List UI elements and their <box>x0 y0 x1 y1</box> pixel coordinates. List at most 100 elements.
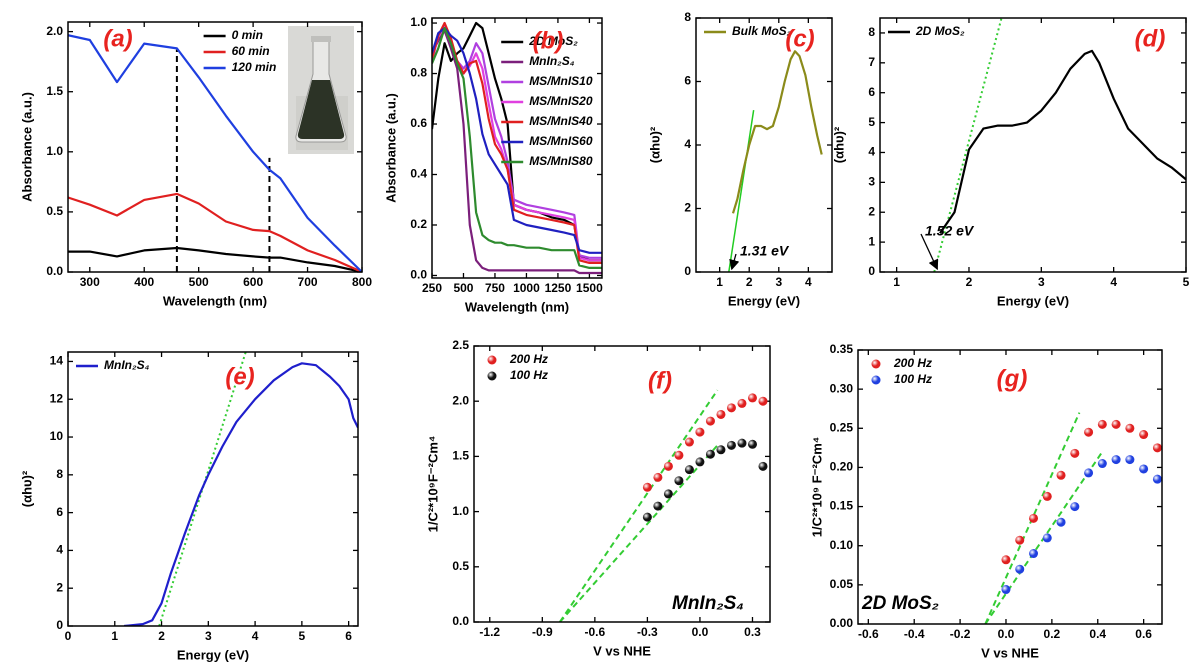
scatter-point <box>705 449 715 459</box>
legend-marker <box>871 375 881 385</box>
x-tick-label: 300 <box>80 275 100 289</box>
y-axis-label: Absorbance (a.u.) <box>383 93 398 203</box>
plot-area <box>123 352 358 626</box>
y-tick-label: 0.5 <box>452 559 469 573</box>
scatter-point <box>1056 517 1066 527</box>
y-tick-label: 6 <box>868 85 875 99</box>
y-tick-label: 1.0 <box>452 504 469 518</box>
panel-label: (b) <box>533 27 564 54</box>
scatter-point <box>737 438 747 448</box>
x-tick-label: 500 <box>189 275 209 289</box>
y-tick-label: 8 <box>684 10 691 24</box>
plot-area <box>558 389 768 622</box>
y-tick-label: 4 <box>868 145 875 159</box>
scatter-point <box>716 445 726 455</box>
x-tick-label: 2 <box>966 275 973 289</box>
legend-label: MnIn₂S₄ <box>104 358 150 372</box>
axes-frame <box>431 17 603 279</box>
panel: 0 2 4 6 8 1 2 3 4 Energy (eV) (αhυ)² Bulk MoS₂(c) 1.… <box>647 10 833 308</box>
legend-marker <box>487 371 497 381</box>
legend-label: 100 Hz <box>894 372 932 386</box>
y-tick-label: 0.0 <box>452 614 469 628</box>
x-tick-label: 2 <box>158 629 165 643</box>
legend-label: 100 Hz <box>510 368 548 382</box>
x-tick-label: 6 <box>345 629 352 643</box>
x-tick-label: 0.0 <box>692 625 709 639</box>
y-tick-label: 2 <box>56 580 63 594</box>
y-tick-label: 0 <box>684 264 691 278</box>
y-tick-label: 0.30 <box>830 381 854 395</box>
x-tick-label: 0 <box>65 629 72 643</box>
y-tick-label: 4 <box>684 137 691 151</box>
x-tick-label: 500 <box>453 281 473 295</box>
axes-frame <box>695 17 833 273</box>
x-tick-label: -0.6 <box>585 625 606 639</box>
scatter-point <box>1015 564 1025 574</box>
axes-frame <box>67 21 363 273</box>
scatter-point <box>726 403 736 413</box>
y-tick-label: 10 <box>50 429 64 443</box>
y-tick-label: 8 <box>868 25 875 39</box>
scatter-point <box>642 512 652 522</box>
series-line <box>432 29 602 275</box>
y-tick-label: 7 <box>868 55 875 69</box>
scatter-point <box>1084 427 1094 437</box>
scatter-point <box>1152 443 1162 453</box>
scatter-point <box>1029 549 1039 559</box>
plot-area <box>984 412 1162 624</box>
y-tick-label: 2.5 <box>452 338 469 352</box>
y-tick-label: 2.0 <box>452 393 469 407</box>
legend-label: 60 min <box>232 44 270 58</box>
scatter-point <box>642 482 652 492</box>
scatter-point <box>684 465 694 475</box>
x-tick-label: 1250 <box>545 281 572 295</box>
scatter-point <box>747 439 757 449</box>
scatter-point <box>653 472 663 482</box>
y-tick-label: 0 <box>56 618 63 632</box>
scatter-point <box>1070 448 1080 458</box>
y-tick-label: 0 <box>868 264 875 278</box>
annotation-arrow <box>729 253 740 271</box>
scatter-point <box>1152 474 1162 484</box>
panel: 0.0 0.2 0.4 0.6 0.8 1.0 250 500 750 1000 1250 1500 W… <box>383 15 603 314</box>
legend-label: 0 min <box>232 28 263 42</box>
x-tick-label: 0.4 <box>1089 627 1106 641</box>
panel: 0.0 0.5 1.0 1.5 2.0 2.5 -1.2 -0.9 -0.6 -0.3 0.0 0.3… <box>425 338 771 658</box>
y-axis-label: Absorbance (a.u.) <box>19 92 34 202</box>
scatter-point <box>1001 555 1011 565</box>
scatter-point <box>1125 423 1135 433</box>
scatter-point <box>758 461 768 471</box>
guide-line <box>933 18 1003 272</box>
x-tick-label: 5 <box>1183 275 1190 289</box>
legend-label: 2D MoS₂ <box>915 24 965 38</box>
legend-label: 200 Hz <box>509 352 548 366</box>
x-tick-label: 2 <box>746 275 753 289</box>
y-tick-label: 1.5 <box>452 449 469 463</box>
y-tick-label: 0.2 <box>410 217 427 231</box>
x-tick-label: -0.4 <box>904 627 925 641</box>
legend-label: MS/MnIS10 <box>529 74 593 88</box>
scatter-point <box>716 409 726 419</box>
x-tick-label: 0.0 <box>998 627 1015 641</box>
scatter-point <box>1111 419 1121 429</box>
scatter-point <box>1111 455 1121 465</box>
axes-frame <box>879 17 1187 273</box>
x-tick-label: 5 <box>299 629 306 643</box>
panel-label: (c) <box>785 25 814 52</box>
x-axis-label: V vs NHE <box>981 645 1039 660</box>
y-tick-label: 0.6 <box>410 116 427 130</box>
legend-marker <box>487 355 497 365</box>
plot-area <box>728 50 823 272</box>
y-tick-label: 0.0 <box>46 264 63 278</box>
x-tick-label: -0.3 <box>637 625 658 639</box>
series-line <box>68 192 362 272</box>
legend-label: MnIn₂S₄ <box>529 54 575 68</box>
y-axis-label: (αhυ)² <box>19 470 34 507</box>
x-tick-label: 4 <box>805 275 812 289</box>
x-tick-label: 1500 <box>576 281 603 295</box>
scatter-point <box>663 461 673 471</box>
x-tick-label: 400 <box>134 275 154 289</box>
legend-label: MS/MnIS60 <box>529 134 593 148</box>
